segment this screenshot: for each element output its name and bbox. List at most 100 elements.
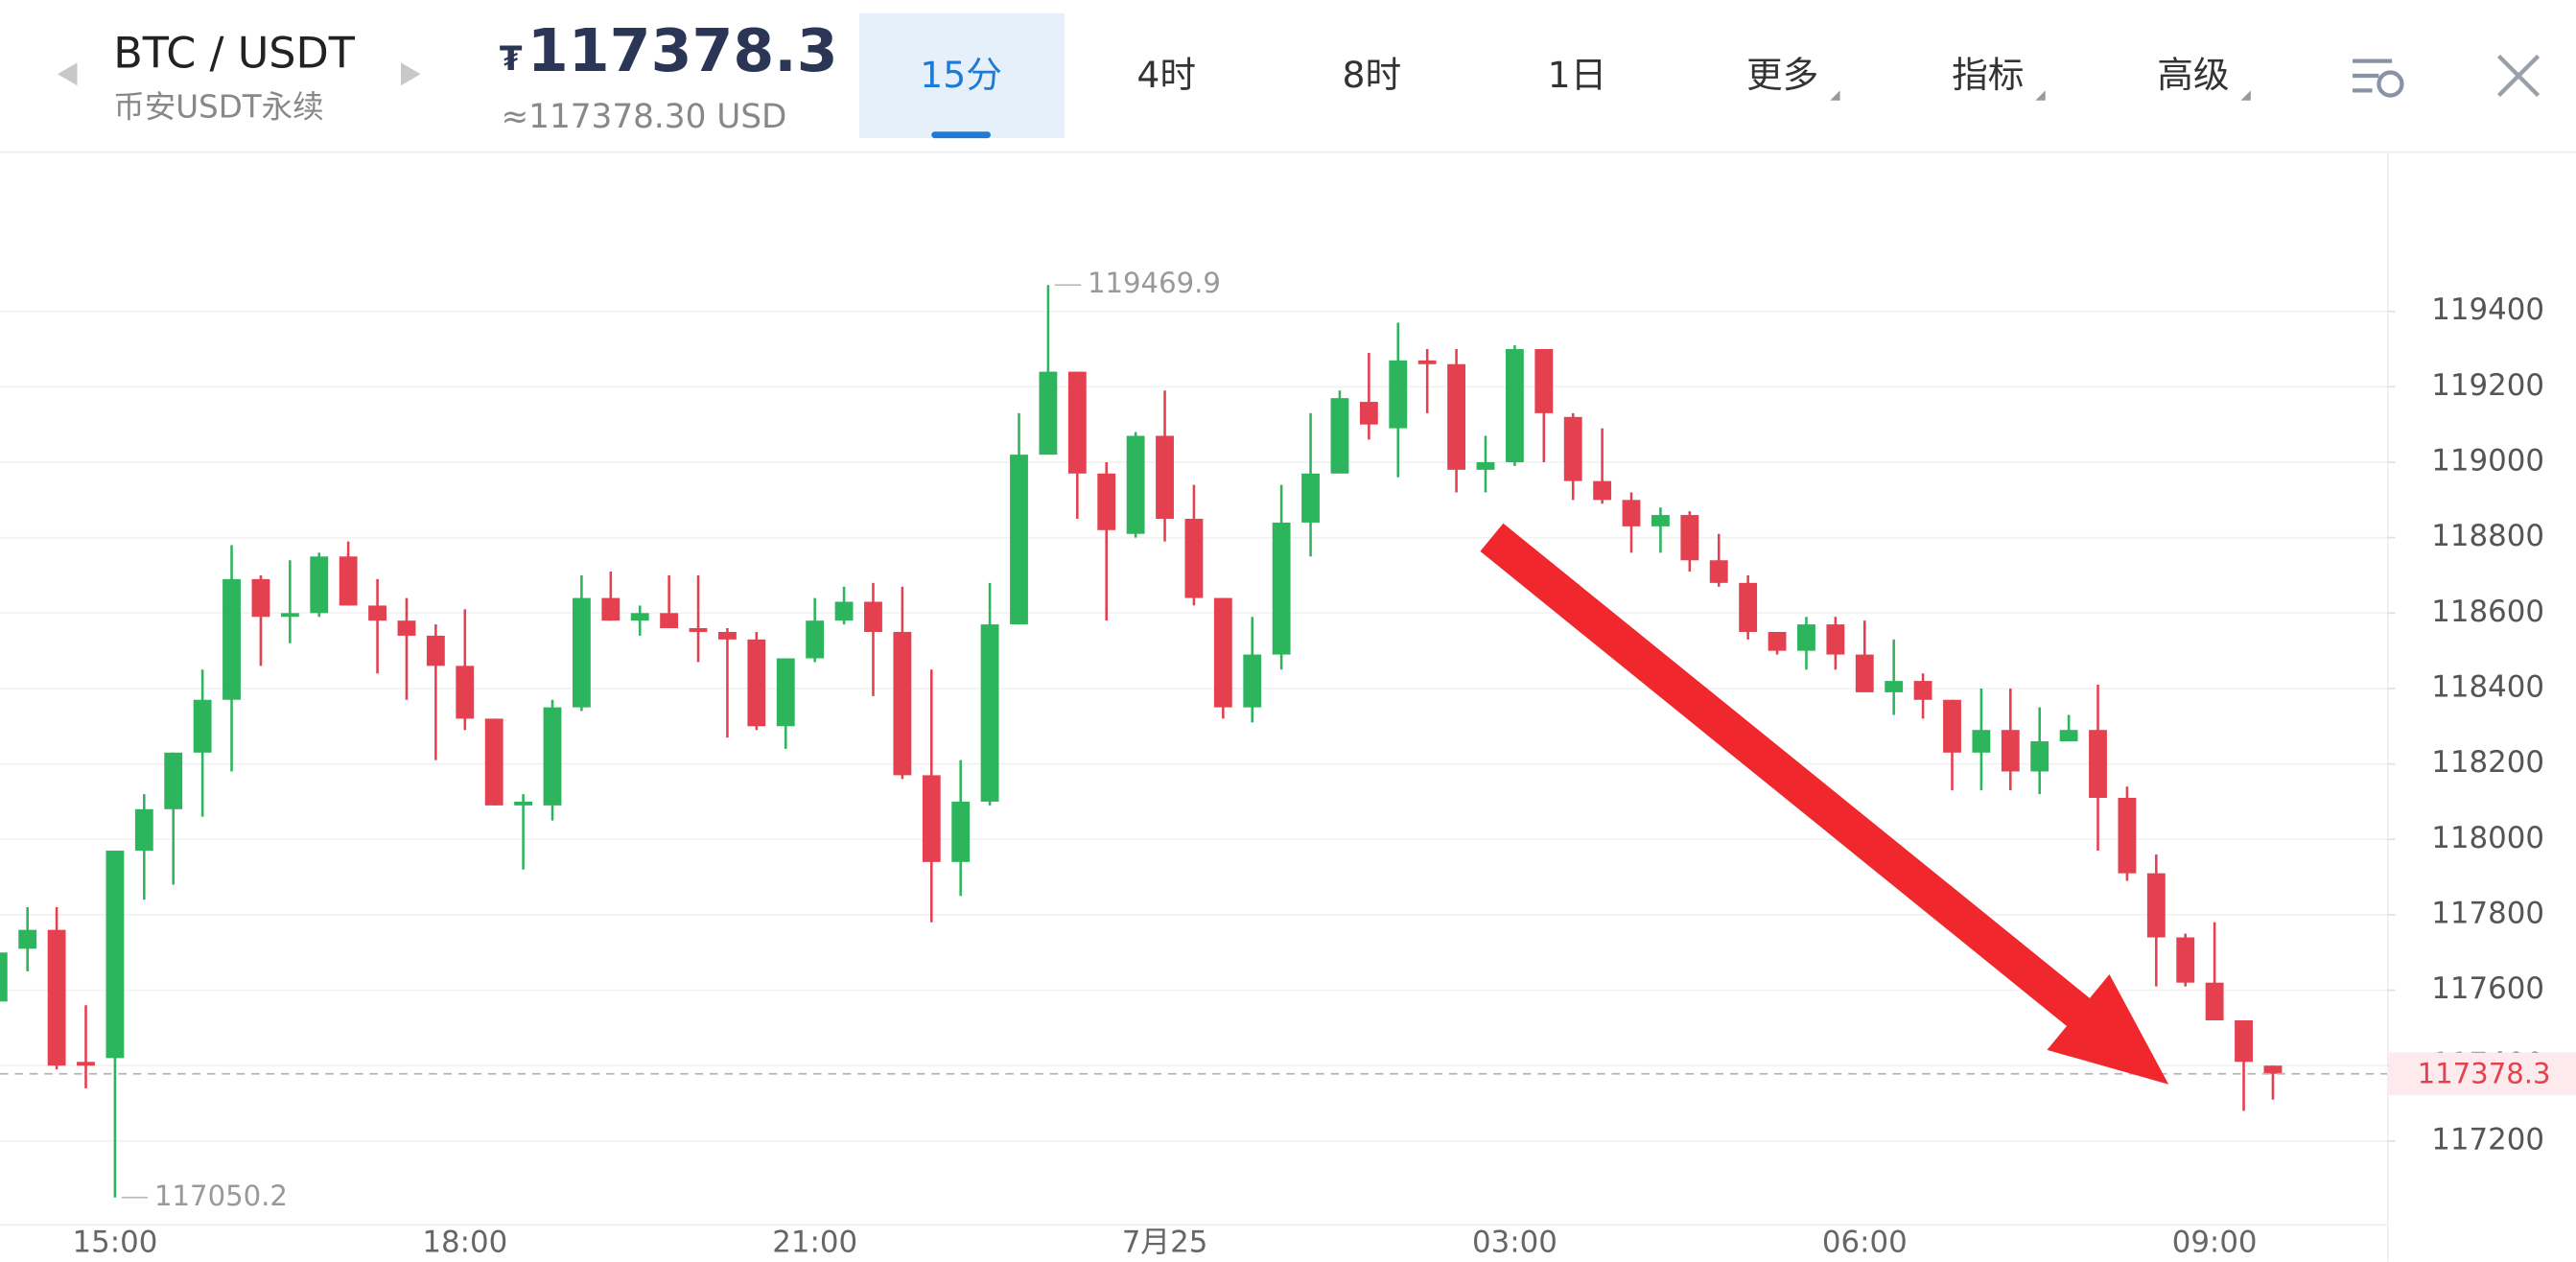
candle-body [630,613,649,621]
tab-label: 指标 [1952,54,2024,96]
candle-body [951,801,971,862]
candle [1593,428,1612,504]
candle-body [1680,515,1699,561]
candle-body [0,952,8,1002]
y-tick-label: 117200 [2431,1122,2544,1157]
candle [660,574,679,629]
y-tick-label: 118600 [2431,595,2544,629]
candle [2059,714,2078,742]
next-pair-button[interactable] [400,62,421,86]
candle [1010,412,1028,625]
candle [601,572,621,621]
candle [1417,349,1437,413]
x-tick-label: 21:00 [772,1225,857,1259]
y-tick-label: 117600 [2431,971,2544,1006]
candle [893,586,912,780]
candle [1389,322,1408,478]
last-price-tag [2388,1052,2576,1096]
candle-body [1417,360,1437,364]
interval-tab[interactable]: 指标 [1952,54,2046,101]
candle [105,851,125,1198]
candle [1505,345,1524,466]
market-name: 币安USDT永续 [113,88,324,125]
y-tick-label: 118000 [2431,821,2544,855]
candle [1826,617,1845,670]
tab-label: 高级 [2157,54,2229,96]
y-tick-label: 118200 [2431,745,2544,780]
interval-tab[interactable]: 4时 [1136,54,1196,96]
candle-body [1651,515,1670,526]
candle-body [1010,455,1028,625]
candle-body [1359,402,1378,425]
last-price-label: 117378.3 [2418,1057,2551,1089]
interval-tab[interactable]: 1日 [1548,54,1607,96]
x-tick-label: 03:00 [1472,1225,1557,1259]
candle-body [368,605,386,621]
candle [1855,620,1874,692]
usd-price: ≈117378.30 USD [501,98,786,136]
candle-body [1243,654,1262,708]
x-tick-label: 15:00 [72,1225,157,1259]
candle [2205,922,2224,1021]
candle [1709,533,1728,587]
candle [426,624,445,760]
candle [718,628,737,738]
candle [1067,371,1087,519]
candle-body [77,1062,95,1066]
candle-body [776,658,795,727]
tab-active-bg [858,12,1066,139]
y-tick-label: 118800 [2431,519,2544,553]
candle [1651,507,1670,553]
candle [310,552,329,618]
settings-icon[interactable] [2353,58,2404,98]
candle [1739,574,1758,640]
candle [834,586,854,625]
candle-body [1476,461,1495,470]
tab-label: 1日 [1548,54,1607,96]
candle [1563,412,1582,501]
interval-tab[interactable]: 更多 [1746,54,1840,101]
prev-pair-button[interactable] [57,62,78,86]
dropdown-marker [1830,90,1840,101]
candle [2001,688,2020,791]
candle-body [1330,398,1349,474]
tab-label: 8时 [1343,54,1402,96]
interval-tab[interactable]: 8时 [1343,54,1402,96]
candle-body [1534,349,1554,413]
candle [776,658,795,749]
y-tick-label: 118400 [2431,669,2544,704]
candle-body [1913,681,1932,700]
candle [397,597,416,700]
candle-body [806,620,825,659]
candle [514,794,533,870]
candle [77,1005,95,1088]
candle-body [514,801,533,806]
candle [1680,511,1699,573]
x-tick-label: 7月25 [1122,1225,1208,1259]
candle-body [2146,873,2166,938]
candle-body [1709,560,1728,583]
tab-active-indicator [931,131,991,139]
candle [980,582,999,806]
close-button[interactable] [2496,54,2541,98]
candle [1272,484,1291,670]
interval-tab[interactable]: 高级 [2157,54,2251,101]
candle-body [2235,1020,2253,1063]
candle-body [426,635,445,666]
candle [1126,432,1145,538]
candle [1301,412,1320,557]
interval-tab[interactable]: 15分 [858,12,1066,139]
candle [1156,390,1174,542]
candle [951,760,971,897]
candle-body [105,851,125,1059]
candle [251,574,270,666]
candle [1885,639,1904,715]
candle-body [310,556,329,614]
y-tick-label: 119400 [2431,292,2544,327]
candle [164,752,183,885]
candle-body [1768,631,1787,651]
candle-body [1156,435,1174,519]
candle-body [572,597,591,708]
x-tick-label: 18:00 [422,1225,507,1259]
